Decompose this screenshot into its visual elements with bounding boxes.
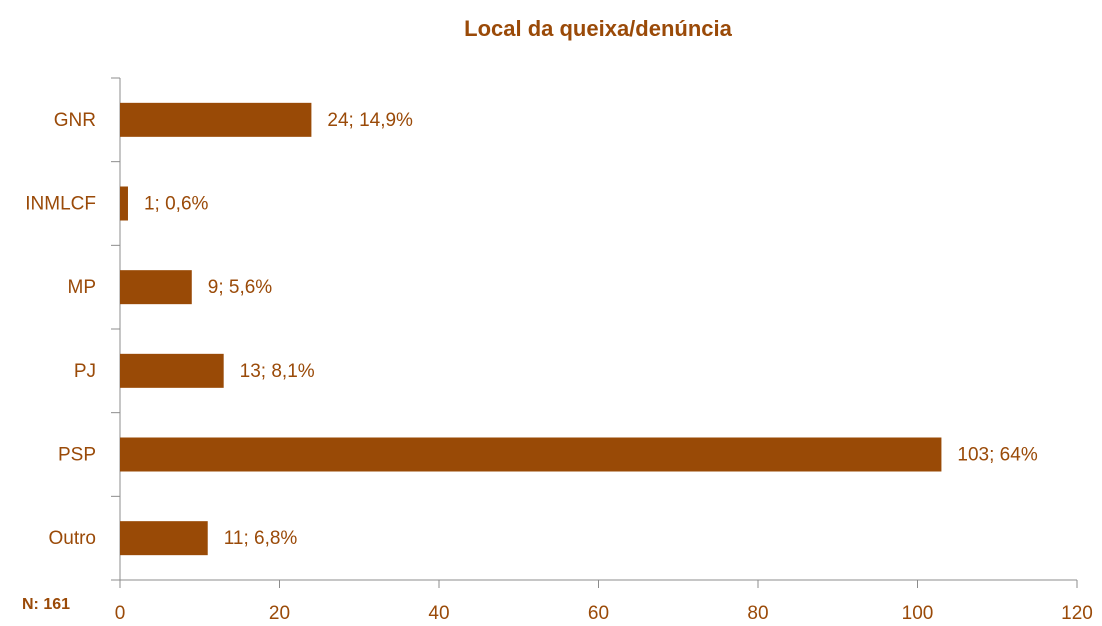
y-tick-label: INMLCF [25,194,96,215]
data-label: 1; 0,6% [144,194,209,215]
y-tick-label: PJ [74,361,96,382]
bar [120,186,128,221]
y-tick-label: Outro [48,528,96,549]
data-label: 13; 8,1% [240,361,315,382]
x-tick-label: 40 [428,603,449,624]
y-tick-label: PSP [58,445,96,466]
data-label: 11; 6,8% [224,528,298,549]
x-tick-label: 80 [747,603,768,624]
bar [120,270,192,305]
data-label: 103; 64% [957,445,1037,466]
annotation: N: 161 [22,596,70,613]
bar [120,437,942,472]
x-tick-label: 0 [115,603,126,624]
x-tick-label: 120 [1061,603,1093,624]
x-tick-label: 100 [902,603,934,624]
data-label: 9; 5,6% [208,277,273,298]
chart-title: Local da queixa/denúncia [464,16,733,41]
x-tick-label: 60 [588,603,609,624]
data-label: 24; 14,9% [327,110,413,131]
bar [120,521,208,556]
bar [120,353,224,388]
bar [120,102,312,137]
y-tick-label: MP [68,277,97,298]
y-tick-label: GNR [54,110,96,131]
x-tick-label: 20 [269,603,290,624]
